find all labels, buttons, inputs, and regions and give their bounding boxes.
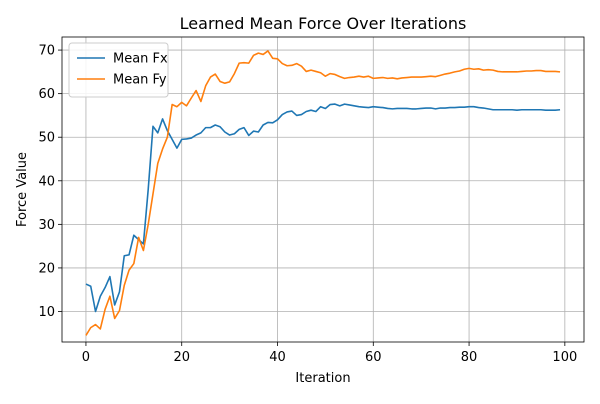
plot-area-frame bbox=[61, 36, 585, 343]
x-tick-label: 60 bbox=[365, 350, 382, 365]
x-tick-label: 80 bbox=[461, 350, 478, 365]
legend-label: Mean Fy bbox=[113, 73, 167, 88]
legend-label: Mean Fx bbox=[113, 52, 168, 67]
series-line-mean-fx bbox=[85, 103, 561, 313]
x-tick-label: 20 bbox=[173, 350, 190, 365]
chart-title: Learned Mean Force Over Iterations bbox=[180, 14, 467, 33]
y-tick-label: 10 bbox=[38, 305, 55, 320]
x-tick-label: 100 bbox=[552, 350, 577, 365]
y-tick-label: 70 bbox=[38, 44, 55, 59]
axis-ticks: 0 20 40 60 80 100 10 20 30 40 50 60 70 bbox=[38, 44, 577, 365]
legend: Mean Fx Mean Fy bbox=[68, 42, 169, 98]
series-line-mean-fy bbox=[85, 50, 561, 336]
y-tick-label: 30 bbox=[38, 218, 55, 233]
x-tick-label: 40 bbox=[269, 350, 286, 365]
y-axis-label: Force Value bbox=[15, 152, 30, 227]
x-axis-label: Iteration bbox=[295, 371, 350, 386]
y-tick-label: 50 bbox=[38, 131, 55, 146]
legend-box bbox=[68, 42, 169, 98]
x-tick-label: 0 bbox=[82, 350, 90, 365]
y-tick-label: 40 bbox=[38, 174, 55, 189]
series-lines bbox=[85, 50, 561, 336]
y-tick-label: 20 bbox=[38, 261, 55, 276]
y-tick-label: 60 bbox=[38, 87, 55, 102]
